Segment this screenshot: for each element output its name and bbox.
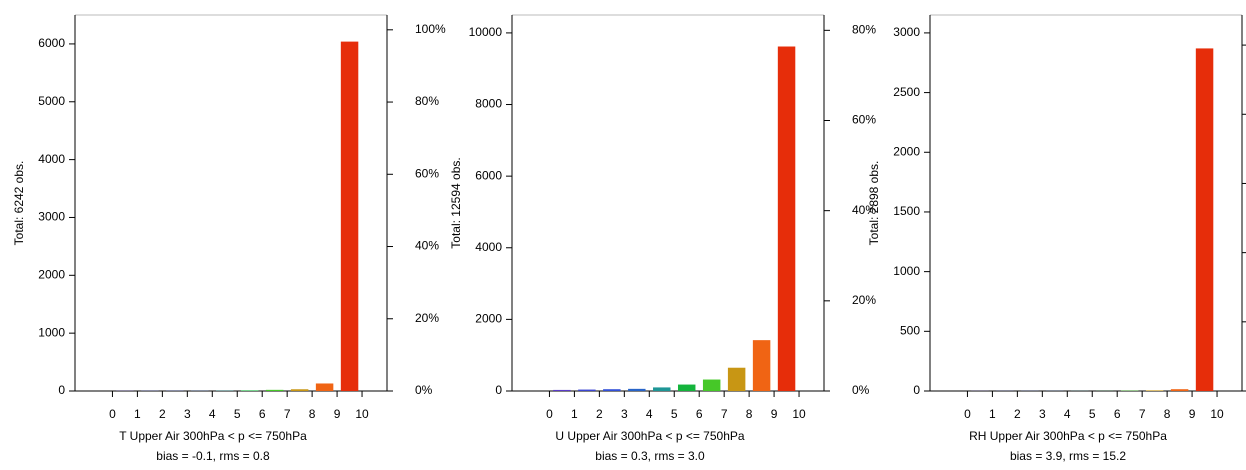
x-tick-label: 4 bbox=[646, 407, 653, 421]
x-tick-label: 3 bbox=[184, 407, 191, 421]
y2-tick-label: 0% bbox=[415, 383, 433, 397]
y-tick-label: 2000 bbox=[38, 267, 65, 281]
y-tick-label: 500 bbox=[900, 323, 920, 337]
x-tick-label: 6 bbox=[1114, 407, 1121, 421]
bar bbox=[677, 384, 696, 391]
y2-tick-label: 60% bbox=[415, 166, 439, 180]
x-tick-label: 8 bbox=[309, 407, 316, 421]
x-axis-label: RH Upper Air 300hPa < p <= 750hPa bbox=[969, 429, 1167, 443]
y2-tick-label: 80% bbox=[852, 23, 876, 37]
y-axis-label: Total: 6242 obs. bbox=[12, 161, 26, 246]
x-tick-label: 1 bbox=[571, 407, 578, 421]
bar bbox=[777, 46, 796, 391]
bar bbox=[653, 387, 671, 391]
bar bbox=[1170, 389, 1189, 391]
x-tick-label: 7 bbox=[721, 407, 728, 421]
y-axis-label: Total: 12594 obs. bbox=[449, 157, 463, 248]
x-tick-label: 10 bbox=[355, 407, 369, 421]
y2-tick-label: 60% bbox=[852, 113, 876, 127]
y-tick-label: 2000 bbox=[893, 144, 920, 158]
y-tick-label: 8000 bbox=[475, 97, 502, 111]
x-tick-label: 6 bbox=[696, 407, 703, 421]
x-tick-label: 0 bbox=[964, 407, 971, 421]
x-tick-label: 2 bbox=[596, 407, 603, 421]
y-tick-label: 4000 bbox=[475, 240, 502, 254]
stats-note: bias = 3.9, rms = 15.2 bbox=[1010, 449, 1126, 463]
y-tick-label: 5000 bbox=[38, 94, 65, 108]
x-tick-label: 0 bbox=[546, 407, 553, 421]
bar bbox=[702, 379, 721, 391]
bar bbox=[1145, 390, 1164, 391]
y-tick-label: 1000 bbox=[38, 325, 65, 339]
y-tick-label: 0 bbox=[913, 383, 920, 397]
y-tick-label: 1500 bbox=[893, 204, 920, 218]
y2-tick-label: 20% bbox=[415, 311, 439, 325]
x-tick-label: 9 bbox=[771, 407, 778, 421]
y2-tick-label: 0% bbox=[852, 383, 870, 397]
x-tick-label: 0 bbox=[109, 407, 116, 421]
x-tick-label: 7 bbox=[284, 407, 291, 421]
y-tick-label: 0 bbox=[495, 383, 502, 397]
x-tick-label: 10 bbox=[792, 407, 806, 421]
y2-tick-label: 80% bbox=[415, 94, 439, 108]
y-tick-label: 4000 bbox=[38, 152, 65, 166]
x-tick-label: 2 bbox=[159, 407, 166, 421]
bar bbox=[290, 389, 309, 391]
x-tick-label: 10 bbox=[1210, 407, 1224, 421]
bar bbox=[628, 388, 646, 391]
y-tick-label: 0 bbox=[58, 383, 65, 397]
bar bbox=[1195, 48, 1214, 392]
stats-note: bias = 0.3, rms = 3.0 bbox=[595, 449, 705, 463]
x-tick-label: 3 bbox=[1039, 407, 1046, 421]
y-tick-label: 3000 bbox=[893, 25, 920, 39]
stats-note: bias = -0.1, rms = 0.8 bbox=[156, 449, 270, 463]
bar bbox=[265, 389, 284, 391]
y-tick-label: 6000 bbox=[38, 36, 65, 50]
bar bbox=[315, 383, 334, 391]
bar bbox=[240, 390, 259, 391]
y-tick-label: 2500 bbox=[893, 85, 920, 99]
bar bbox=[603, 389, 621, 391]
y-axis-label: Total: 2898 obs. bbox=[867, 161, 881, 246]
y-tick-label: 3000 bbox=[38, 210, 65, 224]
y2-tick-label: 40% bbox=[415, 239, 439, 253]
y2-tick-label: 20% bbox=[852, 293, 876, 307]
x-tick-label: 5 bbox=[234, 407, 241, 421]
y-tick-label: 6000 bbox=[475, 168, 502, 182]
x-tick-label: 8 bbox=[746, 407, 753, 421]
y-tick-label: 2000 bbox=[475, 312, 502, 326]
x-tick-label: 7 bbox=[1139, 407, 1146, 421]
bar bbox=[727, 367, 746, 391]
bar bbox=[340, 41, 359, 392]
x-tick-label: 5 bbox=[671, 407, 678, 421]
x-tick-label: 8 bbox=[1164, 407, 1171, 421]
x-tick-label: 1 bbox=[134, 407, 141, 421]
y2-tick-label: 40% bbox=[852, 203, 876, 217]
y-tick-label: 1000 bbox=[893, 264, 920, 278]
x-tick-label: 4 bbox=[1064, 407, 1071, 421]
x-tick-label: 1 bbox=[989, 407, 996, 421]
x-tick-label: 2 bbox=[1014, 407, 1021, 421]
y2-tick-label: 100% bbox=[415, 22, 446, 36]
x-axis-label: T Upper Air 300hPa < p <= 750hPa bbox=[119, 429, 307, 443]
bar bbox=[578, 389, 596, 391]
x-tick-label: 4 bbox=[209, 407, 216, 421]
x-tick-label: 6 bbox=[259, 407, 266, 421]
x-axis-label: U Upper Air 300hPa < p <= 750hPa bbox=[555, 429, 744, 443]
x-tick-label: 9 bbox=[334, 407, 341, 421]
bar bbox=[752, 340, 771, 391]
x-tick-label: 3 bbox=[621, 407, 628, 421]
x-tick-label: 9 bbox=[1189, 407, 1196, 421]
bar bbox=[553, 389, 571, 391]
y-tick-label: 10000 bbox=[469, 25, 503, 39]
x-tick-label: 5 bbox=[1089, 407, 1096, 421]
